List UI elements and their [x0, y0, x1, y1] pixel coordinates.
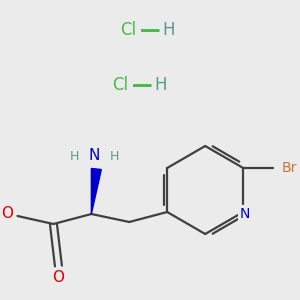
Text: N: N: [240, 207, 250, 221]
Text: Cl: Cl: [112, 76, 128, 94]
Polygon shape: [92, 168, 101, 214]
Text: H: H: [154, 76, 167, 94]
Text: Cl: Cl: [120, 21, 136, 39]
Text: Br: Br: [281, 161, 297, 175]
Text: N: N: [89, 148, 100, 163]
Text: O: O: [52, 271, 64, 286]
Text: H: H: [70, 151, 79, 164]
Text: O: O: [2, 206, 14, 221]
Text: H: H: [162, 21, 175, 39]
Text: H: H: [110, 151, 119, 164]
